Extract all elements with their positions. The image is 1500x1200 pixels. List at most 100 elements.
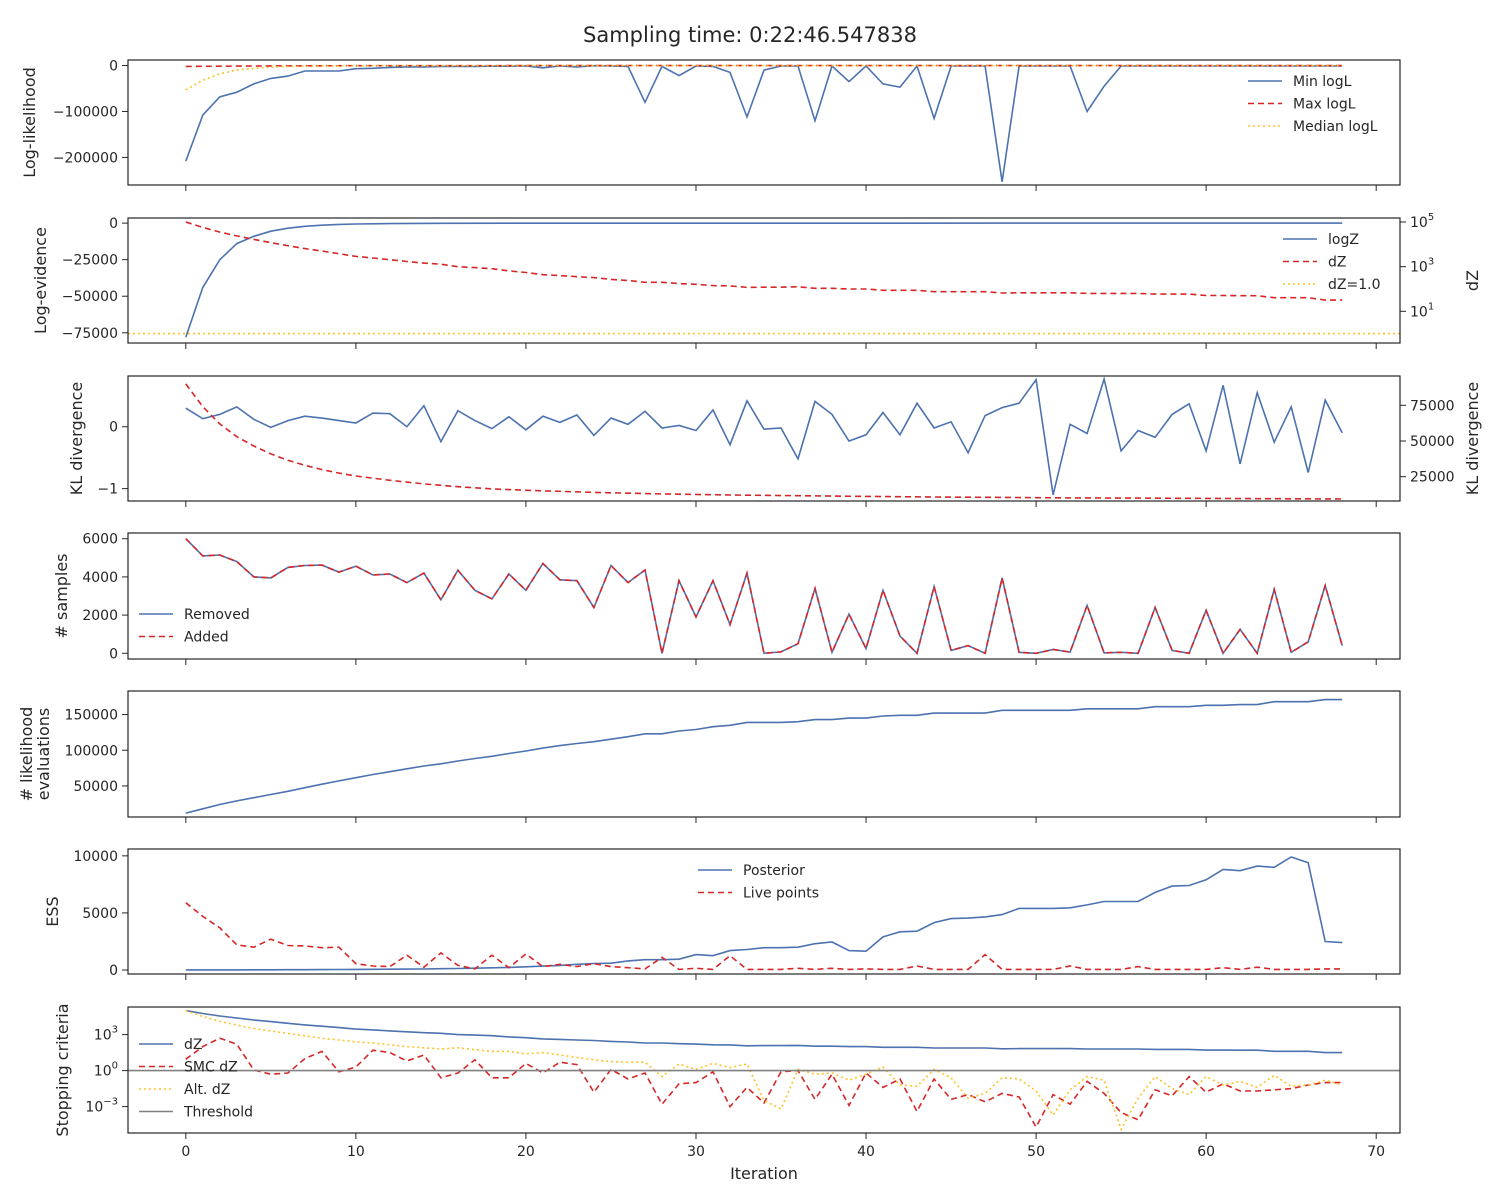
- y-tick-label: 0: [109, 646, 118, 662]
- legend: dZ SMC dZ Alt. dZ Threshold: [139, 1037, 253, 1121]
- legend-label: logZ: [1328, 232, 1359, 248]
- y-tick-label-base: 10: [85, 1100, 103, 1116]
- y-tick-label: −100000: [53, 104, 118, 120]
- y-tick-label-base: 10: [94, 1064, 112, 1080]
- y-axis-label: KL divergence: [67, 382, 86, 495]
- y-tick-label: −75000: [62, 326, 118, 342]
- y-tick-label: 0: [109, 216, 118, 232]
- legend-label: Threshold: [183, 1105, 253, 1121]
- y-tick-label: 6000: [82, 532, 118, 548]
- plot-frame: [127, 375, 1401, 502]
- legend-label: Posterior: [743, 863, 805, 879]
- y-tick-label: 50000: [73, 779, 118, 795]
- plot-frame: [127, 690, 1401, 818]
- legend-label: dZ: [1328, 255, 1346, 271]
- x-tick-label: 50: [1027, 1144, 1045, 1160]
- y2-tick-label: 101: [1410, 301, 1434, 320]
- series-line-smc-dz: [185, 1037, 1343, 1129]
- legend-label: SMC dZ: [184, 1060, 238, 1076]
- y2-tick-label-base: 10: [1410, 260, 1428, 276]
- series-line-max-logl: [185, 64, 1343, 68]
- legend-label: dZ: [184, 1037, 202, 1053]
- legend-label: Max logL: [1293, 97, 1356, 113]
- series-line-series-1: [185, 698, 1343, 814]
- x-tick-label: 20: [517, 1144, 535, 1160]
- legend-label: dZ=1.0: [1328, 277, 1380, 293]
- y2-tick-label-base: 10: [1410, 304, 1428, 320]
- x-tick-label: 10: [347, 1144, 365, 1160]
- legend: Min logL Max logL Median logL: [1248, 74, 1378, 135]
- y-tick-label: −25000: [62, 253, 118, 269]
- y-tick-label: 0: [109, 59, 118, 75]
- y-tick-label: −200000: [53, 150, 118, 166]
- series-line-alt-dz: [185, 1009, 1343, 1132]
- x-tick-label: 0: [181, 1144, 190, 1160]
- y-tick-label-exponent: 0: [112, 1061, 118, 1072]
- series-line-posterior: [185, 856, 1343, 971]
- y-tick-label: 0: [109, 963, 118, 979]
- x-tick-label: 60: [1197, 1144, 1215, 1160]
- y-tick-label: −50000: [62, 289, 118, 305]
- y-axis-label: ESS: [43, 896, 62, 926]
- y2-tick-label: 25000: [1410, 470, 1455, 486]
- y-axis-label: Log-evidence: [31, 227, 50, 334]
- plot-frame: [127, 59, 1401, 186]
- series-line-dz: [185, 1009, 1343, 1054]
- plot-frame: [127, 848, 1401, 975]
- y-tick-label: 100: [94, 1061, 118, 1080]
- plot-frame: [127, 217, 1401, 344]
- y-tick-label: 100000: [65, 743, 118, 759]
- y-axis-label: # samples: [52, 554, 71, 639]
- series-line-series-2: [185, 383, 1343, 500]
- y2-axis-label: KL divergence: [1463, 382, 1482, 495]
- y-tick-label: 2000: [82, 608, 118, 624]
- legend-label: Live points: [743, 886, 819, 902]
- panel-1: 0 −100000 −200000 Log-likelihood Min logL Max…: [20, 59, 1401, 191]
- series-line-added: [185, 538, 1343, 656]
- x-axis-label: Iteration: [730, 1164, 798, 1183]
- legend-label: Added: [184, 630, 229, 646]
- y2-tick-label: 50000: [1410, 434, 1455, 450]
- x-tick-label: 40: [857, 1144, 875, 1160]
- y2-tick-label-exponent: 1: [1428, 301, 1434, 312]
- y-axis-label-line: evaluations: [34, 708, 53, 801]
- y-tick-label: −1: [97, 482, 118, 498]
- y-axis-label: Stopping criteria: [53, 1003, 72, 1136]
- y2-tick-label-exponent: 5: [1428, 212, 1434, 223]
- panel-4: 0 2000 4000 6000 # samples Removed Added: [52, 532, 1401, 665]
- legend: Posterior Live points: [698, 863, 819, 902]
- y-tick-label-base: 10: [94, 1028, 112, 1044]
- y2-tick-label: 103: [1410, 257, 1434, 276]
- plot-frame: [127, 532, 1401, 660]
- legend: Removed Added: [139, 607, 250, 646]
- y2-axis-label: dZ: [1463, 270, 1482, 291]
- x-tick-label: 30: [687, 1144, 705, 1160]
- y-tick-label: 10000: [73, 849, 118, 865]
- series-line-logz: [185, 222, 1343, 338]
- legend-label: Median logL: [1293, 119, 1378, 135]
- panel-2: 0−25000−50000−75000101103105dZLog-eviden…: [31, 212, 1482, 349]
- legend-label: Min logL: [1293, 74, 1352, 90]
- y-tick-label: 150000: [65, 708, 118, 724]
- legend: logZ dZ dZ=1.0: [1283, 232, 1380, 293]
- series-line-min-logl: [185, 64, 1343, 182]
- y2-tick-label-base: 10: [1410, 215, 1428, 231]
- legend-label: Alt. dZ: [184, 1082, 230, 1098]
- plot-frame: [127, 1006, 1401, 1134]
- y-axis-label-line: # likelihood: [17, 707, 36, 802]
- y2-tick-label: 105: [1410, 212, 1434, 231]
- y-tick-label: 5000: [82, 906, 118, 922]
- panel-6: 0 5000 10000 ESS Posterior Live points: [43, 848, 1401, 980]
- series-line-dz: [185, 221, 1343, 301]
- y-tick-label: 4000: [82, 570, 118, 586]
- y-tick-label-exponent: −3: [103, 1097, 118, 1108]
- figure-title: Sampling time: 0:22:46.547838: [583, 23, 917, 47]
- y-axis-label: Log-likelihood: [20, 67, 39, 178]
- y-tick-label: 10−3: [85, 1097, 118, 1116]
- y-tick-label-exponent: 3: [112, 1025, 118, 1036]
- legend-label: Removed: [184, 607, 250, 623]
- y2-tick-label: 75000: [1410, 398, 1455, 414]
